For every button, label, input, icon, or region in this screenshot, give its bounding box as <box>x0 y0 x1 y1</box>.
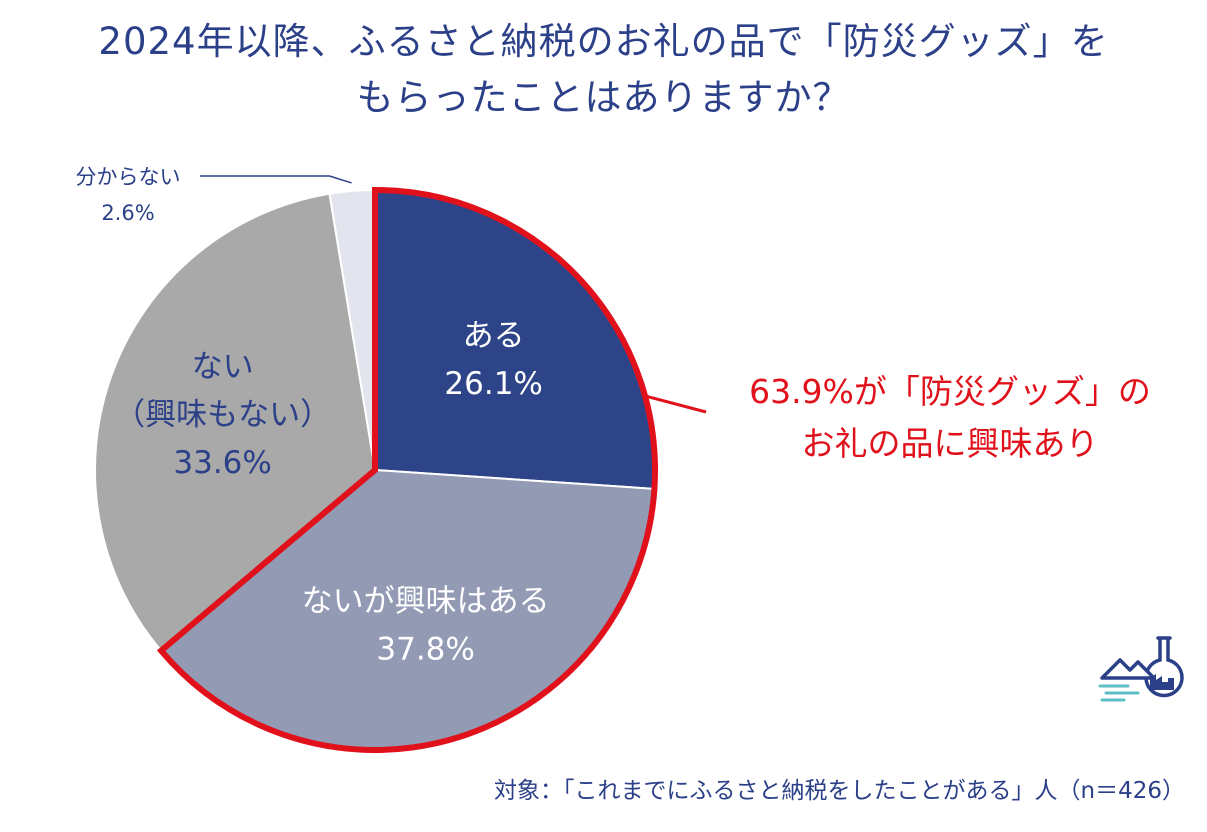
slice-label-1: ないが興味はある <box>302 583 550 619</box>
chart-title-line-1: 2024年以降、ふるさと納税のお礼の品で「防災グッズ」を <box>98 20 1109 63</box>
chart-title-line-2: もらったことはありますか？ <box>356 76 851 119</box>
slice-label-3: 分からない <box>76 165 181 189</box>
slice-value-1: 37.8% <box>376 631 474 667</box>
callout-line-2: お礼の品に興味あり <box>801 424 1099 463</box>
leader-line-3 <box>200 175 352 184</box>
slice-label-2-line-1: （興味もない） <box>114 397 331 433</box>
slice-value-3: 2.6% <box>101 201 154 225</box>
callout-line-1: 63.9%が「防災グッズ」の <box>749 372 1151 411</box>
highlight-outline <box>156 186 658 753</box>
slice-value-2: 33.6% <box>173 445 271 481</box>
flask-mountain-logo-icon <box>1098 634 1184 714</box>
sample-footnote: 対象：「これまでにふるさと納税をしたことがある」人（n＝426） <box>494 778 1185 804</box>
slice-label-2-line-0: ない <box>192 349 254 385</box>
slice-label-0: ある <box>463 318 525 354</box>
slice-value-0: 26.1% <box>444 366 542 402</box>
pie-slice-2 <box>94 192 377 653</box>
highlight-callout: 63.9%が「防災グッズ」の お礼の品に興味あり <box>700 366 1200 470</box>
callout-connector-line <box>644 394 707 414</box>
chart-title: 2024年以降、ふるさと納税のお礼の品で「防災グッズ」を もらったことはあります… <box>0 14 1207 126</box>
